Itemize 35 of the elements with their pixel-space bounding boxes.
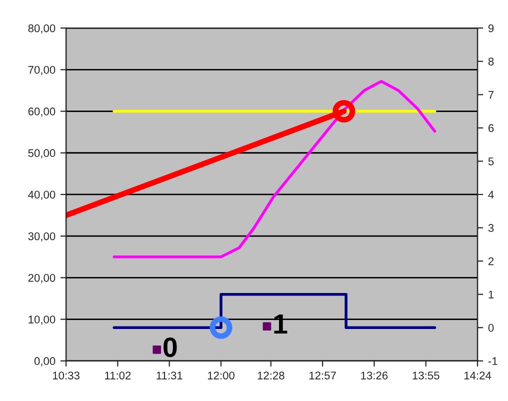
y-tick-label: 30,00 [28, 232, 56, 242]
annotation: 1 [274, 314, 288, 334]
line-series [112, 80, 436, 258]
x-tick-label: 12:28 [258, 372, 284, 380]
y-tick-label: 70,00 [28, 66, 56, 76]
x-tick-label: 10:33 [52, 372, 80, 380]
y2-tick-label: 4 [488, 190, 494, 199]
y2-tick-label: 0 [488, 324, 494, 332]
x-tick-label: 12:57 [309, 372, 336, 380]
annotation: 0 [164, 337, 177, 358]
point [152, 346, 162, 354]
y2-tick-label: 5 [488, 158, 494, 166]
y2-tick-label: 6 [488, 124, 494, 132]
y-tick-label: 20,00 [28, 274, 56, 284]
y2-tick-label: 9 [488, 24, 494, 32]
x-tick-label: 12:00 [208, 372, 234, 380]
x-tick-label: 11:02 [105, 372, 131, 380]
y2-tick-label: 3 [488, 224, 494, 232]
point [332, 100, 356, 123]
y-tick-label: 10,00 [28, 316, 56, 325]
y-tick-label: 50,00 [28, 149, 56, 158]
y2-tick-label: -1 [488, 357, 498, 365]
y2-tick-label: 7 [488, 91, 494, 99]
x-tick-label: 14:24 [464, 372, 492, 380]
y-tick-label: 60,00 [28, 108, 56, 117]
y-tick-label: 0,00 [34, 357, 56, 366]
y2-tick-label: 2 [488, 257, 494, 266]
x-tick-label: 11:31 [156, 372, 182, 380]
y-tick-label: 40,00 [28, 190, 56, 200]
y-tick-label: 80,00 [28, 24, 56, 34]
y2-tick-label: 8 [488, 58, 494, 66]
point [262, 322, 272, 331]
y2-tick-label: 1 [488, 290, 494, 298]
x-tick-label: 13:26 [361, 372, 388, 380]
x-tick-label: 13:55 [412, 372, 440, 380]
